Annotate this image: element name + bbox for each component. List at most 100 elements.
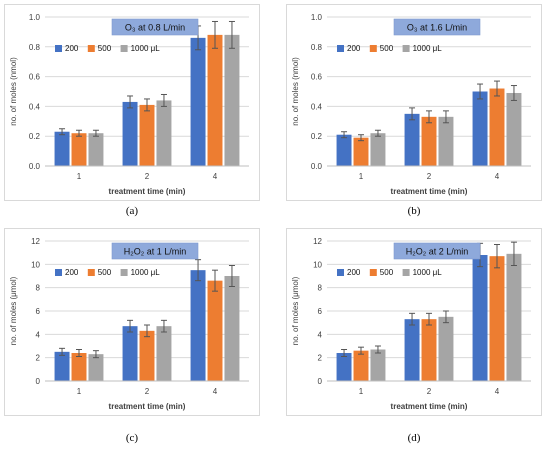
y-axis-label: no. of moles (μmol): [291, 276, 300, 345]
legend-label: 1000 μL: [413, 44, 443, 53]
chart-panel-d: 0 2 4 6 8 10 12 no. of moles (μmol) treatment ti…: [286, 228, 542, 416]
legend-label: 200: [347, 268, 361, 277]
bar: [207, 34, 223, 166]
y-tick-label: 0: [36, 377, 41, 386]
chart-title: O₃ at 0.8 L/min: [125, 23, 185, 33]
chart-title-box: [393, 242, 481, 260]
x-tick-label: 1: [77, 172, 82, 181]
y-tick-label: 0.2: [29, 132, 41, 141]
y-tick-label: 4: [318, 330, 323, 339]
legend-swatch: [87, 269, 95, 276]
legend-label: 200: [347, 44, 361, 53]
bar: [139, 104, 155, 166]
bar: [224, 34, 240, 166]
bar: [489, 88, 505, 166]
x-tick-label: 2: [427, 172, 432, 181]
y-tick-label: 8: [36, 284, 41, 293]
bar: [54, 351, 70, 381]
bar: [404, 113, 420, 166]
chart-title: H₂O₂ at 2 L/min: [406, 247, 469, 257]
y-tick-label: 0.8: [311, 43, 323, 52]
y-tick-label: 4: [36, 330, 41, 339]
legend-label: 500: [98, 44, 112, 53]
bar: [71, 353, 87, 381]
x-axis-label: treatment time (min): [109, 187, 186, 196]
legend-label: 200: [65, 44, 79, 53]
x-axis-label: treatment time (min): [391, 187, 468, 196]
x-tick-label: 1: [359, 172, 364, 181]
bar: [88, 354, 104, 381]
chart-svg: 0.0 0.2 0.4 0.6 0.8 1.0 no. of moles (nmol) tre…: [291, 13, 531, 196]
chart-title-box: [111, 242, 199, 260]
bar: [88, 133, 104, 166]
bar: [421, 116, 437, 166]
y-tick-label: 12: [313, 237, 322, 246]
y-tick-label: 6: [318, 307, 323, 316]
legend-label: 1000 μL: [131, 44, 161, 53]
bar: [71, 133, 87, 166]
legend-swatch: [402, 269, 410, 276]
bar: [404, 319, 420, 381]
legend-swatch: [120, 269, 128, 276]
y-tick-label: 8: [318, 284, 323, 293]
chart-svg: 0.0 0.2 0.4 0.6 0.8 1.0 no. of moles (nmol) tre…: [9, 13, 249, 196]
bar: [472, 91, 488, 166]
bar: [370, 133, 386, 166]
bar: [489, 256, 505, 381]
legend-swatch: [87, 45, 95, 52]
bar: [353, 350, 369, 381]
x-tick-label: 1: [359, 387, 364, 396]
bar: [122, 326, 138, 381]
y-tick-label: 1.0: [311, 13, 323, 22]
y-tick-label: 10: [313, 260, 322, 269]
caption-c: (c): [125, 432, 139, 444]
y-tick-label: 0.4: [29, 102, 41, 111]
bar: [421, 319, 437, 381]
bar: [370, 349, 386, 381]
legend-swatch: [120, 45, 128, 52]
legend-swatch: [369, 269, 377, 276]
y-axis-label: no. of moles (nmol): [9, 57, 18, 126]
y-tick-label: 0: [318, 377, 323, 386]
bar: [207, 280, 223, 381]
legend-label: 200: [65, 268, 79, 277]
caption-d: (d): [407, 432, 421, 444]
y-tick-label: 2: [36, 354, 41, 363]
legend-swatch: [337, 45, 344, 52]
y-tick-label: 6: [36, 307, 41, 316]
legend-label: 1000 μL: [131, 268, 161, 277]
chart-panel-a: 0.0 0.2 0.4 0.6 0.8 1.0 no. of moles (nmol) tre…: [4, 4, 260, 201]
legend-swatch: [337, 269, 344, 276]
bar: [224, 276, 240, 381]
y-tick-label: 12: [31, 237, 40, 246]
bar: [506, 92, 522, 166]
bar: [122, 101, 138, 166]
y-axis-label: no. of moles (μmol): [9, 276, 18, 345]
bar: [336, 353, 352, 381]
bar: [156, 326, 172, 381]
bar: [156, 100, 172, 166]
y-axis-label: no. of moles (nmol): [291, 57, 300, 126]
y-tick-label: 0.0: [311, 162, 323, 171]
x-axis-label: treatment time (min): [109, 402, 186, 411]
bar: [54, 131, 70, 166]
x-tick-label: 4: [213, 387, 218, 396]
x-axis-label: treatment time (min): [391, 402, 468, 411]
bar: [353, 137, 369, 166]
bar: [438, 116, 454, 166]
legend-swatch: [402, 45, 410, 52]
y-tick-label: 0.2: [311, 132, 323, 141]
y-tick-label: 0.4: [311, 102, 323, 111]
chart-panel-c: 0 2 4 6 8 10 12 no. of moles (μmol) treatment ti…: [4, 228, 260, 416]
legend-swatch: [55, 45, 62, 52]
x-tick-label: 2: [427, 387, 432, 396]
x-tick-label: 1: [77, 387, 82, 396]
bar: [190, 270, 206, 381]
chart-title-box: [111, 18, 199, 36]
bar: [336, 134, 352, 166]
caption-a: (a): [125, 205, 139, 217]
chart-title: O₃ at 1.6 L/min: [407, 23, 467, 33]
x-tick-label: 4: [495, 172, 500, 181]
chart-title-box: [393, 18, 481, 36]
